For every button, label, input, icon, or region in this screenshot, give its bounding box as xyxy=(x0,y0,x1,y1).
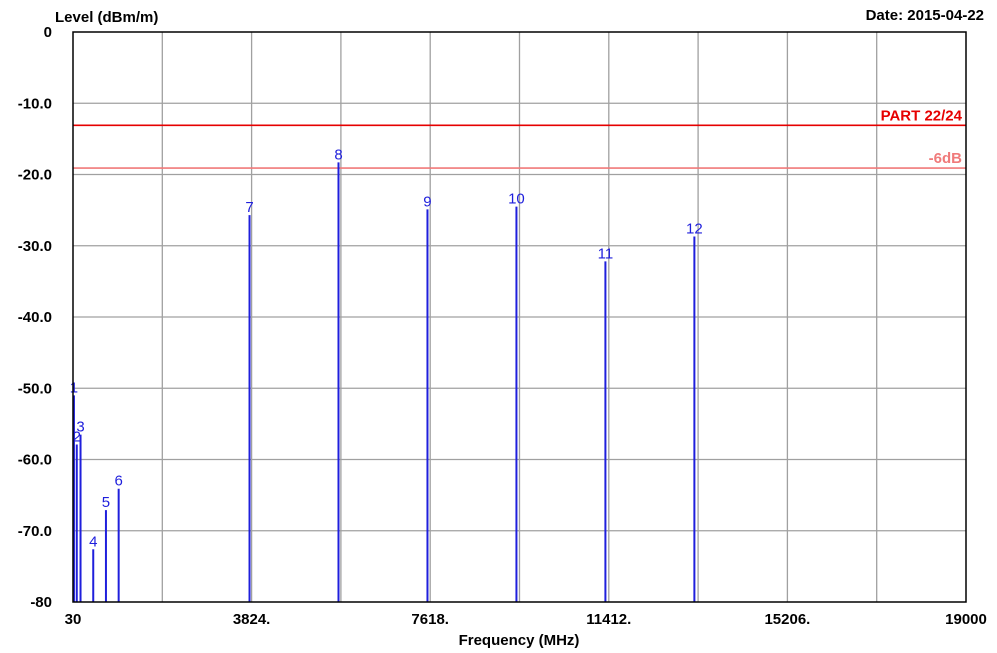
y-tick-label: -30.0 xyxy=(18,238,52,255)
y-tick-label: -70.0 xyxy=(18,523,52,540)
plot-frame xyxy=(72,31,967,603)
y-tick-label: -60.0 xyxy=(18,452,52,469)
x-tick-label: 30 xyxy=(65,611,82,628)
date-label: Date: 2015-04-22 xyxy=(866,7,984,24)
limit-line-label-2: -6dB xyxy=(929,150,963,167)
x-tick-label: 19000 xyxy=(945,611,987,628)
marker-label-9: 9 xyxy=(423,193,431,210)
x-tick-label: 11412. xyxy=(586,611,631,628)
y-tick-label: -80 xyxy=(30,594,52,611)
y-tick-label: -20.0 xyxy=(18,167,52,184)
marker-label-2: 2 xyxy=(73,429,81,446)
marker-label-3: 3 xyxy=(76,419,84,436)
y-tick-label: -50.0 xyxy=(18,380,52,397)
y-tick-label: 0 xyxy=(44,24,52,41)
marker-label-4: 4 xyxy=(89,533,97,550)
marker-label-1: 1 xyxy=(70,379,78,396)
marker-label-12: 12 xyxy=(686,220,703,237)
limit-lines: PART 22/24 -6dB xyxy=(73,107,966,169)
x-tick-label: 3824. xyxy=(233,611,271,628)
marker-label-5: 5 xyxy=(102,494,110,511)
marker-label-10: 10 xyxy=(508,191,525,208)
y-tick-labels: 0 -10.0 -20.0 -30.0 -40.0 -50.0 -60.0 -70.0 -80 xyxy=(18,24,52,611)
y-tick-label: -40.0 xyxy=(18,309,52,326)
y-axis-label: Level (dBm/m) xyxy=(55,9,158,26)
x-tick-labels: 30 3824. 7618. 11412. 15206. 19000 xyxy=(65,611,987,628)
y-tick-label: -10.0 xyxy=(18,95,52,112)
x-tick-label: 7618. xyxy=(411,611,449,628)
x-axis-label: Frequency (MHz) xyxy=(459,632,580,649)
marker-label-11: 11 xyxy=(598,245,614,262)
marker-label-8: 8 xyxy=(334,146,342,163)
limit-line-label-1: PART 22/24 xyxy=(881,107,963,124)
x-tick-label: 15206. xyxy=(764,611,810,628)
marker-label-6: 6 xyxy=(114,473,122,490)
marker-label-7: 7 xyxy=(245,199,253,216)
grid xyxy=(73,32,966,602)
